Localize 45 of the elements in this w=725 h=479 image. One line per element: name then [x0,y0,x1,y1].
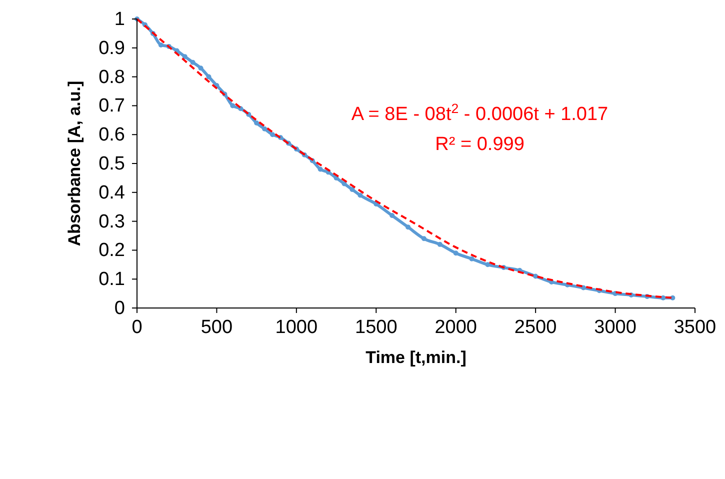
annotation: A = 8E - 08t$^{2}$ - 0.0006t + 1.017 [351,100,608,126]
x-tick-label: 1500 [355,317,398,338]
point [533,274,538,279]
y-tick-label: 0.5 [98,154,125,174]
point [254,120,260,126]
x-axis-title: Time [t,min.] [366,348,466,367]
point [262,126,268,132]
point [206,74,212,80]
x-tick-label: 500 [200,317,233,338]
y-tick-label: 0 [114,298,125,319]
point [469,256,474,262]
point [660,295,666,300]
y-tick-label: 0.7 [98,96,125,117]
y-tick-label: 1 [114,9,125,30]
point [580,285,586,290]
point [390,213,395,218]
point [350,187,355,192]
point [182,54,188,60]
y-tick-label: 0.1 [98,269,125,290]
x-tick-label: 3500 [674,317,716,338]
x-tick-label: 3000 [594,317,636,338]
y-tick-label: 0.2 [98,240,125,262]
y-tick-label: 0.6 [98,124,125,146]
point [190,60,196,65]
y-axis-title: Absorbance [A, a.u.] [65,80,84,246]
x-tick-label: 2000 [434,317,477,338]
point [406,224,411,230]
point [437,242,442,247]
point [198,66,204,71]
point [318,166,323,172]
y-tick-label: 0.8 [98,66,125,88]
point [421,236,426,242]
point [485,262,490,268]
point [230,103,236,108]
y-tick-label: 0.4 [98,182,126,204]
x-tick-label: 0 [132,317,142,338]
point [358,192,363,198]
point [270,132,276,138]
point [453,250,458,256]
y-tick-label: 0.3 [98,211,125,232]
y-tick-label: 0.9 [98,38,125,59]
x-tick-label: 1000 [275,317,318,338]
point [158,42,164,48]
annotation: R² = 0.999 [435,134,524,156]
x-tick-label: 2500 [514,317,557,338]
